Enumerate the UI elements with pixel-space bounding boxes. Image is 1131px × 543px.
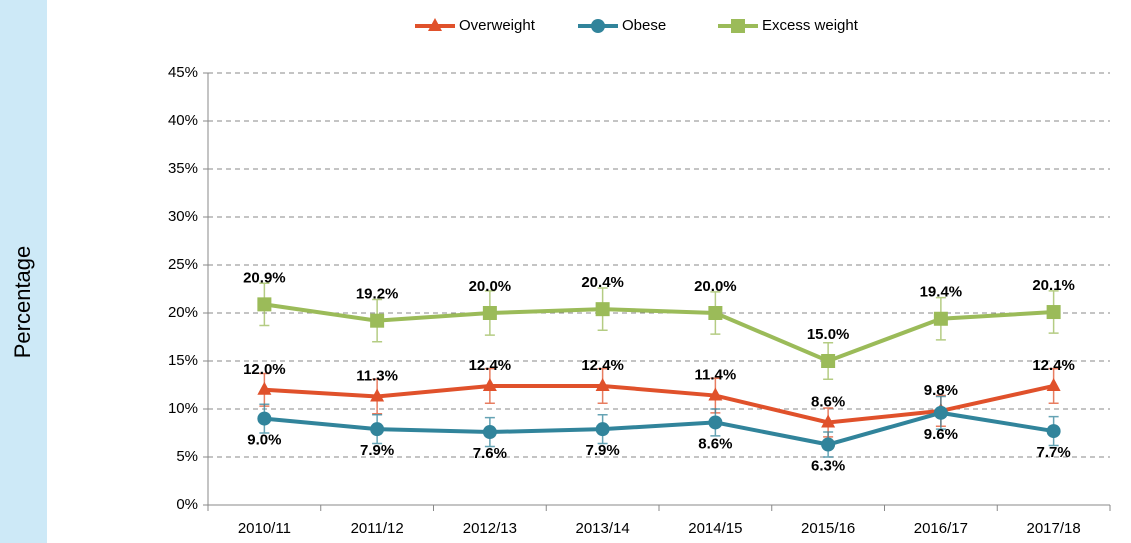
y-tick-label: 25% bbox=[168, 256, 198, 273]
data-label: 7.9% bbox=[586, 442, 620, 459]
legend-marker bbox=[428, 18, 442, 31]
y-tick-label: 35% bbox=[168, 160, 198, 177]
x-tick-label: 2015/16 bbox=[801, 520, 855, 537]
series-line bbox=[264, 302, 1054, 364]
data-point bbox=[482, 306, 497, 320]
x-tick-label: 2014/15 bbox=[688, 520, 742, 537]
y-tick-label: 30% bbox=[168, 208, 198, 225]
data-point bbox=[370, 388, 385, 402]
data-point bbox=[708, 306, 723, 320]
data-label: 9.8% bbox=[924, 382, 958, 399]
data-label: 8.6% bbox=[811, 393, 845, 410]
data-point bbox=[1046, 305, 1061, 320]
data-label: 12.4% bbox=[581, 357, 624, 374]
y-tick-label: 20% bbox=[168, 304, 198, 321]
data-point bbox=[1046, 424, 1061, 439]
y-tick-label: 45% bbox=[168, 64, 198, 81]
data-point bbox=[257, 381, 272, 395]
legend-label: Overweight bbox=[459, 17, 536, 34]
data-point bbox=[595, 302, 610, 317]
x-tick-label: 2013/14 bbox=[576, 520, 630, 537]
data-label: 11.4% bbox=[695, 367, 737, 384]
y-tick-label: 5% bbox=[176, 448, 198, 465]
x-tick-label: 2010/11 bbox=[238, 520, 291, 537]
data-point bbox=[370, 313, 385, 328]
data-point bbox=[595, 377, 610, 391]
data-label: 8.6% bbox=[698, 435, 732, 452]
data-point bbox=[708, 387, 723, 401]
data-point bbox=[370, 422, 385, 437]
data-point bbox=[821, 437, 836, 452]
y-axis-label: Percentage bbox=[10, 246, 35, 359]
series-line bbox=[264, 410, 1054, 447]
data-label: 19.2% bbox=[356, 286, 399, 303]
y-label-panel bbox=[0, 0, 47, 543]
legend-marker bbox=[591, 19, 605, 33]
data-label: 6.3% bbox=[811, 457, 845, 474]
data-point bbox=[257, 297, 272, 312]
data-point bbox=[708, 415, 723, 430]
data-label: 19.4% bbox=[920, 284, 963, 301]
legend-label: Obese bbox=[622, 17, 666, 34]
data-point bbox=[933, 405, 948, 420]
data-point bbox=[482, 425, 497, 440]
legend-label: Excess weight bbox=[762, 17, 859, 34]
x-tick-label: 2016/17 bbox=[914, 520, 968, 537]
y-tick-label: 15% bbox=[168, 352, 198, 369]
y-tick-label: 40% bbox=[168, 112, 198, 129]
y-tick-label: 0% bbox=[176, 496, 198, 513]
data-label: 11.3% bbox=[356, 367, 398, 384]
data-label: 7.9% bbox=[360, 442, 394, 459]
data-label: 20.1% bbox=[1032, 277, 1075, 294]
data-point bbox=[933, 311, 948, 326]
data-point bbox=[482, 377, 497, 391]
data-label: 20.0% bbox=[469, 278, 512, 295]
data-point bbox=[257, 411, 272, 426]
legend-marker bbox=[731, 19, 745, 33]
x-tick-label: 2017/18 bbox=[1027, 520, 1081, 537]
data-label: 7.6% bbox=[473, 445, 507, 462]
data-label: 7.7% bbox=[1037, 444, 1071, 461]
series-line bbox=[264, 383, 1055, 425]
data-label: 20.9% bbox=[243, 269, 286, 286]
data-label: 20.0% bbox=[694, 278, 737, 295]
data-label: 20.4% bbox=[581, 274, 624, 291]
data-label: 12.4% bbox=[469, 357, 512, 374]
data-label: 9.6% bbox=[924, 426, 958, 443]
data-point bbox=[1046, 377, 1061, 391]
y-tick-label: 10% bbox=[168, 400, 198, 417]
data-point bbox=[821, 414, 836, 428]
data-label: 12.0% bbox=[243, 361, 286, 378]
data-point bbox=[821, 354, 836, 368]
data-point bbox=[595, 422, 610, 437]
x-tick-label: 2011/12 bbox=[351, 520, 404, 537]
x-tick-label: 2012/13 bbox=[463, 520, 517, 537]
data-label: 12.4% bbox=[1032, 357, 1075, 374]
data-label: 15.0% bbox=[807, 326, 850, 343]
data-label: 9.0% bbox=[247, 432, 281, 449]
